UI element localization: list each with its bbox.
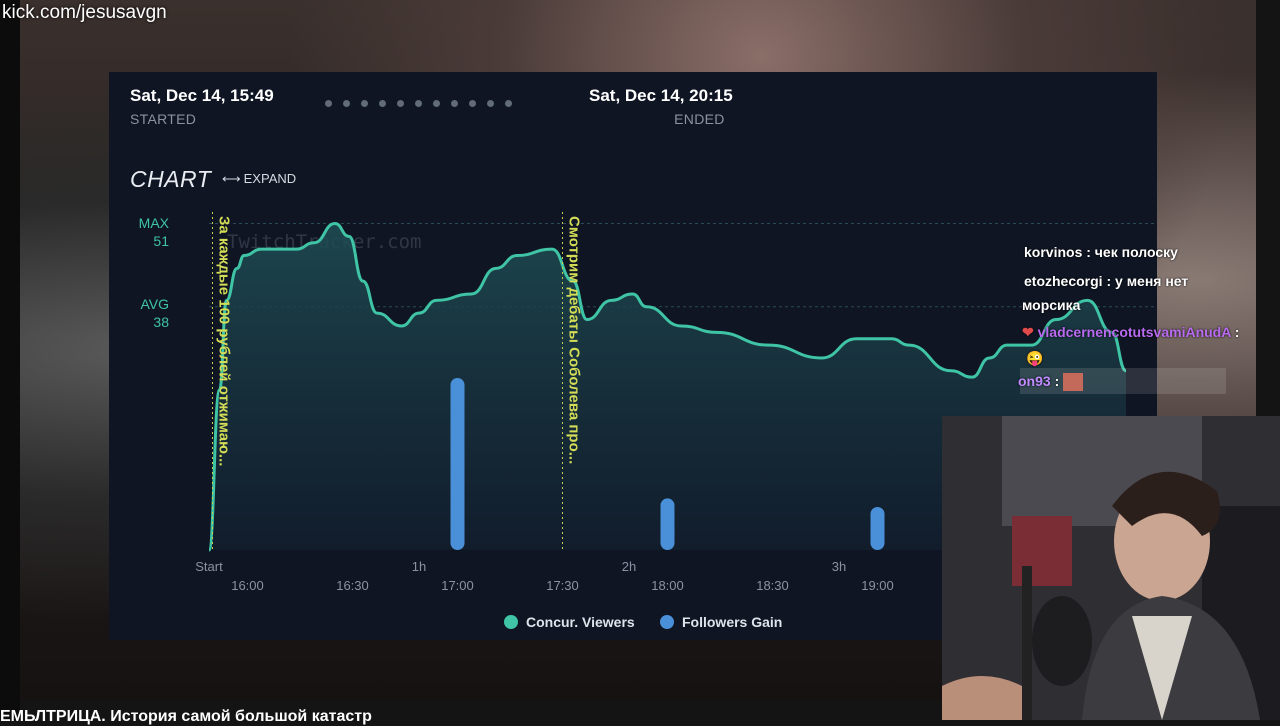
chat-message: korvinos : чек полоску bbox=[1024, 244, 1178, 260]
x-time-label: 18:00 bbox=[651, 578, 684, 592]
legend-followers-swatch bbox=[660, 615, 674, 629]
chat-text: морсика bbox=[1022, 297, 1081, 313]
legend-followers[interactable]: Followers Gain bbox=[660, 614, 782, 630]
viewers-area bbox=[209, 223, 1126, 550]
x-time-label: 16:30 bbox=[336, 578, 369, 592]
left-letterbox bbox=[0, 0, 20, 720]
progress-dot bbox=[361, 100, 368, 107]
chat-username: korvinos bbox=[1024, 244, 1083, 260]
end-label: ENDED bbox=[674, 111, 725, 127]
webcam-scene bbox=[942, 416, 1280, 720]
expand-button[interactable]: ⟷ EXPAND bbox=[222, 171, 296, 187]
progress-dot bbox=[325, 100, 332, 107]
chat-highlight-bar bbox=[1020, 368, 1226, 394]
progress-dot bbox=[451, 100, 458, 107]
followers-bar bbox=[450, 378, 465, 550]
end-time-block: Sat, Dec 14, 20:15 ENDED bbox=[589, 86, 733, 127]
badge-icon: ❤ bbox=[1022, 324, 1034, 340]
y-avg-label: AVG 38 bbox=[119, 295, 169, 331]
channel-url-overlay: kick.com/jesusavgn bbox=[2, 2, 167, 23]
chart-title: CHART bbox=[130, 166, 212, 192]
legend-viewers-swatch bbox=[504, 615, 518, 629]
streamer-webcam bbox=[942, 416, 1280, 720]
x-tick-label: 3h bbox=[832, 559, 846, 574]
x-tick-label: 2h bbox=[622, 559, 636, 574]
chat-text: : чек полоску bbox=[1086, 244, 1178, 260]
viewers-line bbox=[207, 222, 1127, 552]
chat-message: on93 : bbox=[1018, 373, 1084, 392]
chat-username: on93 bbox=[1018, 373, 1051, 389]
emote-icon bbox=[1063, 373, 1084, 392]
start-time-block: Sat, Dec 14, 15:49 STARTED bbox=[130, 86, 274, 127]
chat-text: : bbox=[1234, 324, 1240, 340]
followers-bar bbox=[870, 507, 885, 550]
chat-username: etozhecorgi bbox=[1024, 273, 1103, 289]
annotation-label: За каждые 100 рублей отжимаю... bbox=[216, 216, 233, 466]
max-value: 51 bbox=[153, 233, 169, 249]
followers-bar bbox=[660, 498, 675, 550]
x-time-label: 17:00 bbox=[441, 578, 474, 592]
arrows-horizontal-icon: ⟷ bbox=[222, 171, 241, 186]
chat-username: vladcernencotutsvamiAnudA bbox=[1037, 324, 1231, 340]
emoji-icon: 😜 bbox=[1026, 350, 1044, 366]
avg-value: 38 bbox=[153, 314, 169, 330]
x-time-label: 18:30 bbox=[756, 578, 789, 592]
progress-dot bbox=[397, 100, 404, 107]
start-time: Sat, Dec 14, 15:49 bbox=[130, 86, 274, 105]
y-max-label: MAX 51 bbox=[119, 214, 169, 250]
x-time-label: 17:30 bbox=[546, 578, 579, 592]
legend-viewers-label: Concur. Viewers bbox=[526, 614, 635, 630]
progress-dots bbox=[325, 100, 512, 107]
chat-message-continued: морсика bbox=[1022, 297, 1080, 313]
progress-dot bbox=[379, 100, 386, 107]
x-tick-label: Start bbox=[195, 559, 223, 574]
progress-dot bbox=[415, 100, 422, 107]
avg-label: AVG bbox=[140, 296, 169, 312]
x-time-label: 16:00 bbox=[231, 578, 264, 592]
x-tick-label: 1h bbox=[412, 559, 426, 574]
x-time-label: 19:00 bbox=[861, 578, 894, 592]
progress-dot bbox=[505, 100, 512, 107]
max-label: MAX bbox=[138, 215, 169, 231]
viewers-chart: TwitchTracker.comЗа каждые 100 рублей от… bbox=[195, 212, 1157, 592]
expand-label: EXPAND bbox=[243, 171, 297, 186]
end-time: Sat, Dec 14, 20:15 bbox=[589, 86, 733, 105]
bottom-ticker: ЕМЬЛТРИЦА. История самой большой катастр bbox=[0, 708, 372, 725]
start-label: STARTED bbox=[130, 111, 197, 127]
chat-message: etozhecorgi : у меня нет bbox=[1024, 273, 1188, 289]
stream-stats-panel: Sat, Dec 14, 15:49 STARTED Sat, Dec 14, … bbox=[109, 72, 1157, 640]
progress-dot bbox=[343, 100, 350, 107]
chat-message: ❤ vladcernencotutsvamiAnudA : bbox=[1022, 324, 1239, 341]
legend-viewers[interactable]: Concur. Viewers bbox=[504, 614, 635, 630]
annotation-label: Смотрим дебаты Соболева про... bbox=[566, 216, 583, 464]
chat-text: : у меня нет bbox=[1106, 273, 1189, 289]
progress-dot bbox=[487, 100, 494, 107]
chat-text: : bbox=[1054, 373, 1060, 389]
progress-dot bbox=[433, 100, 440, 107]
progress-dot bbox=[469, 100, 476, 107]
legend-followers-label: Followers Gain bbox=[682, 614, 783, 630]
